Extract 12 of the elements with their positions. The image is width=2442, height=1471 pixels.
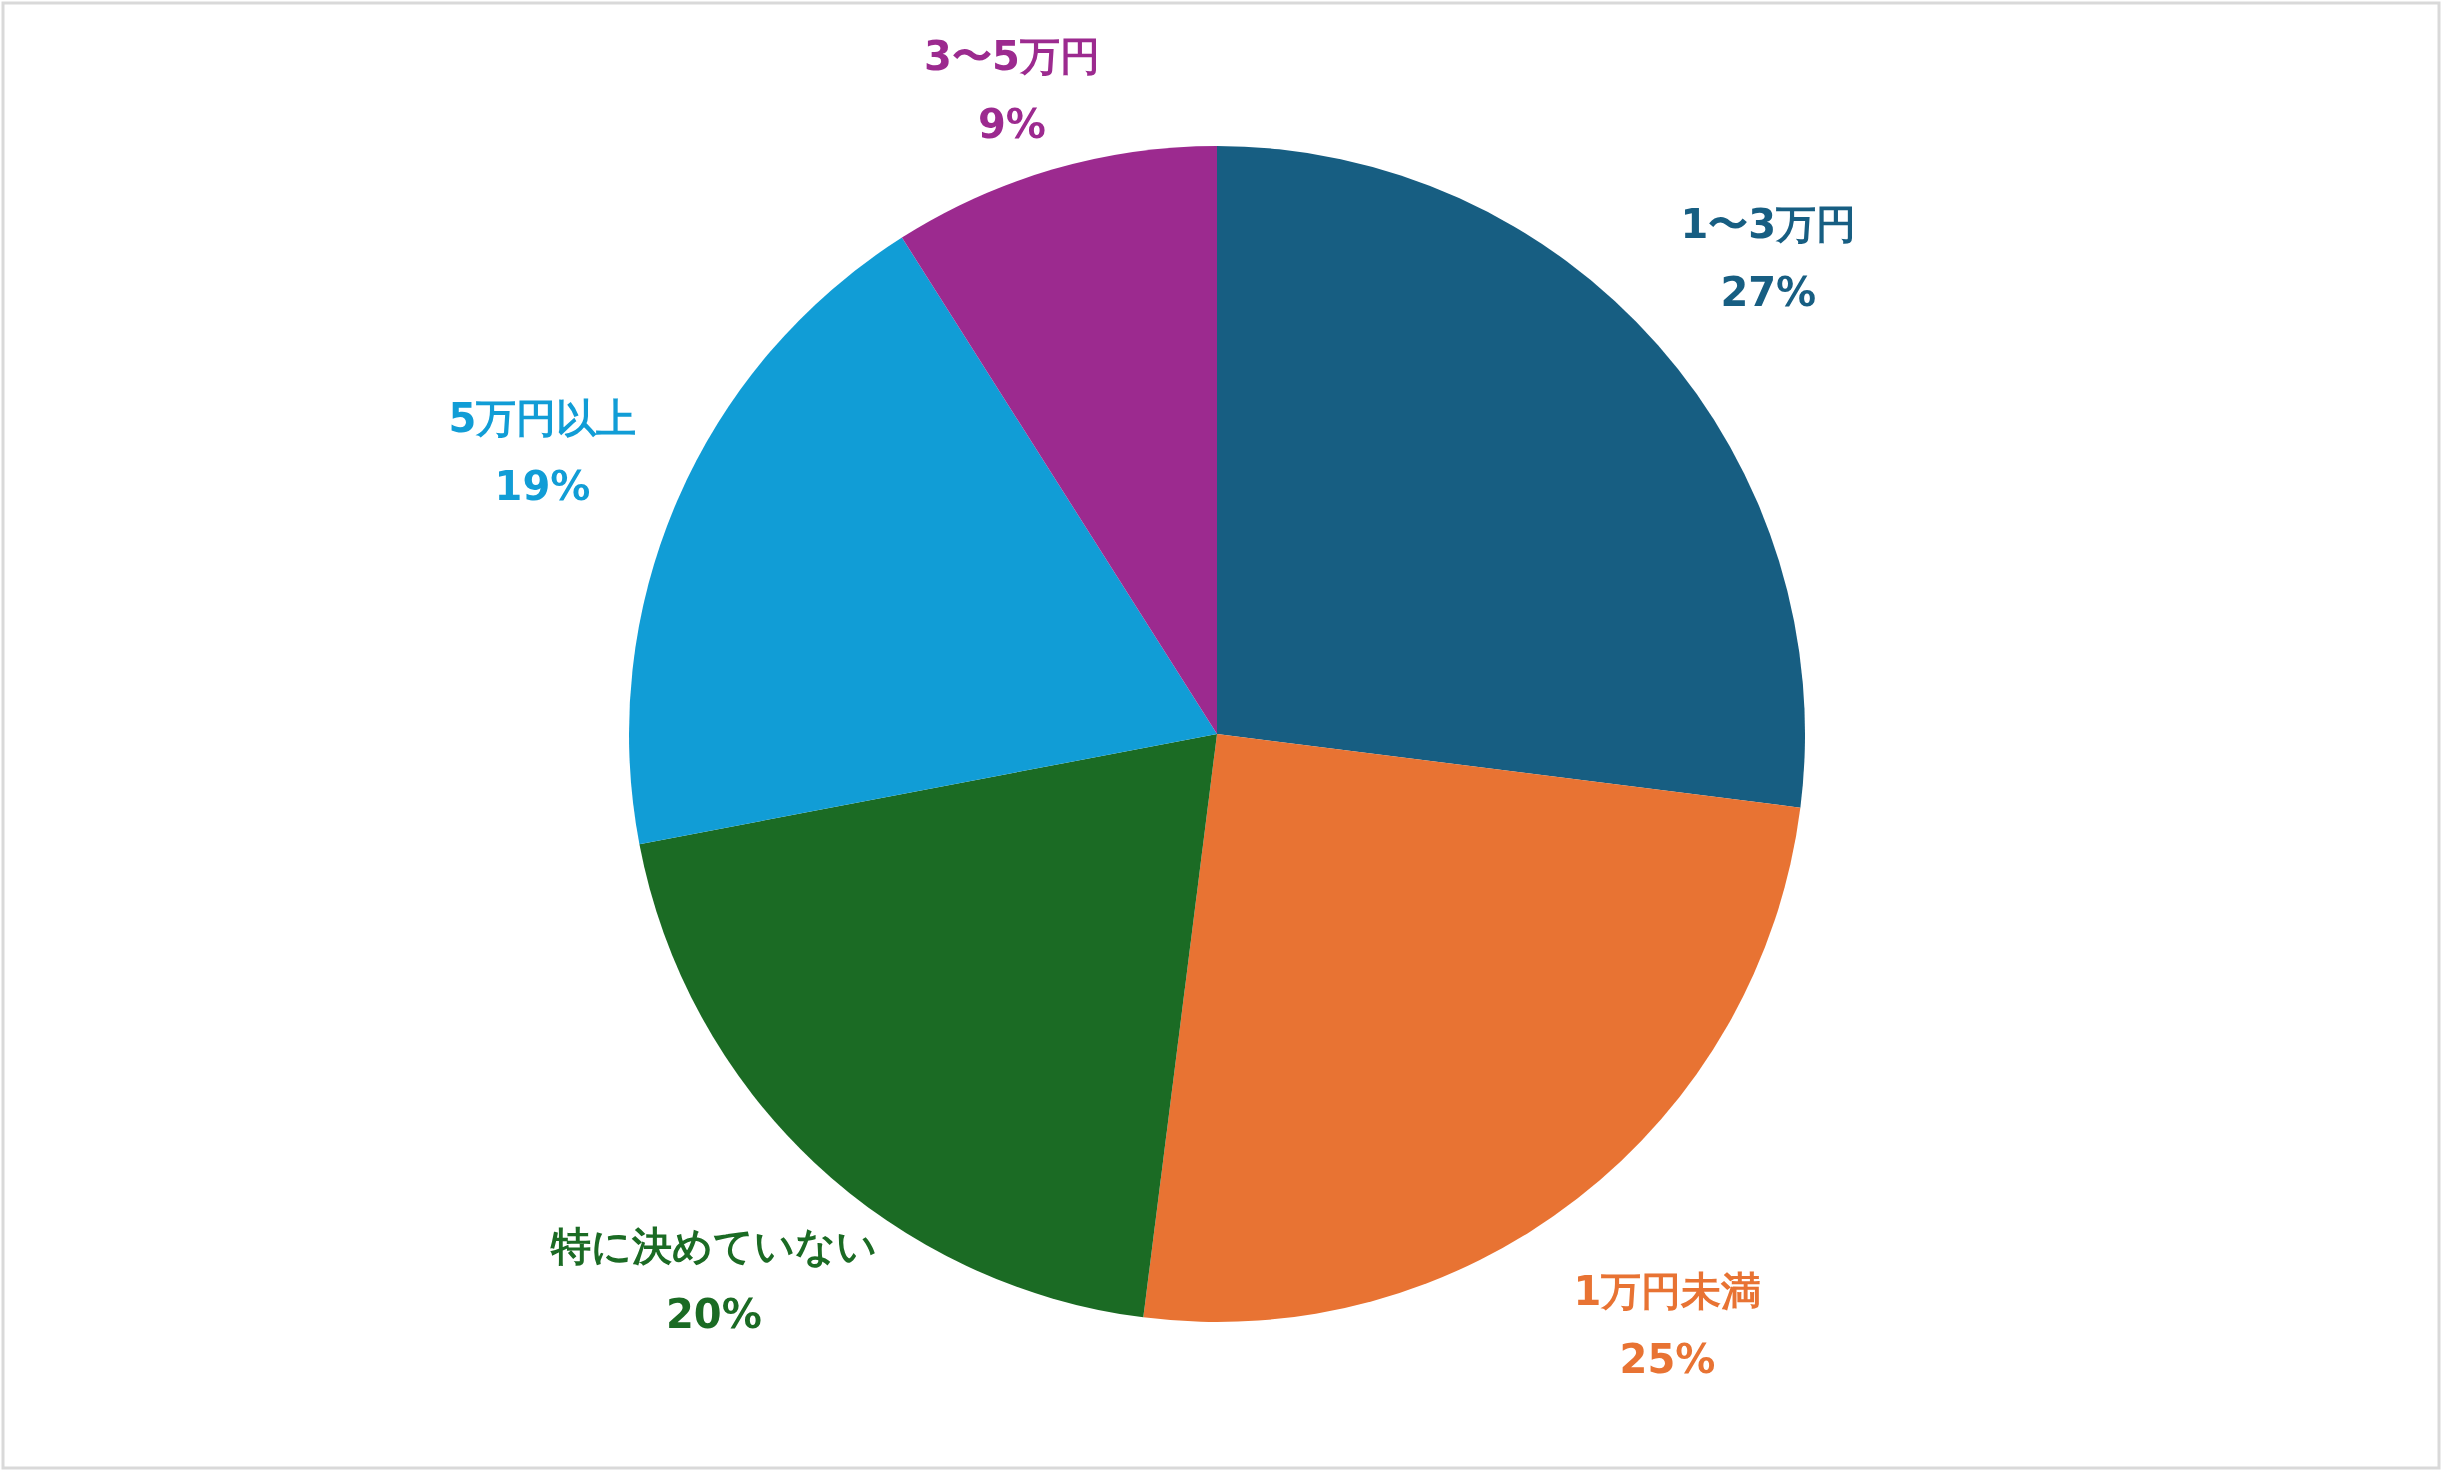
slice-label: 3〜5万円 <box>924 33 1100 79</box>
pie-slice <box>1143 734 1801 1322</box>
slice-label: 特に決めていない <box>549 1222 877 1269</box>
data-label: 9% <box>977 101 1046 147</box>
slice-label: 1万円未満 <box>1573 1267 1762 1314</box>
pie-slice <box>901 146 1217 734</box>
slice-label: 5万円以上 <box>448 395 637 442</box>
slice-label: 1〜3万円 <box>1680 200 1857 247</box>
data-label: 20% <box>665 1290 762 1337</box>
data-label: 25% <box>1619 1335 1716 1382</box>
data-label: 19% <box>494 463 591 510</box>
data-label: 27% <box>1720 268 1817 315</box>
